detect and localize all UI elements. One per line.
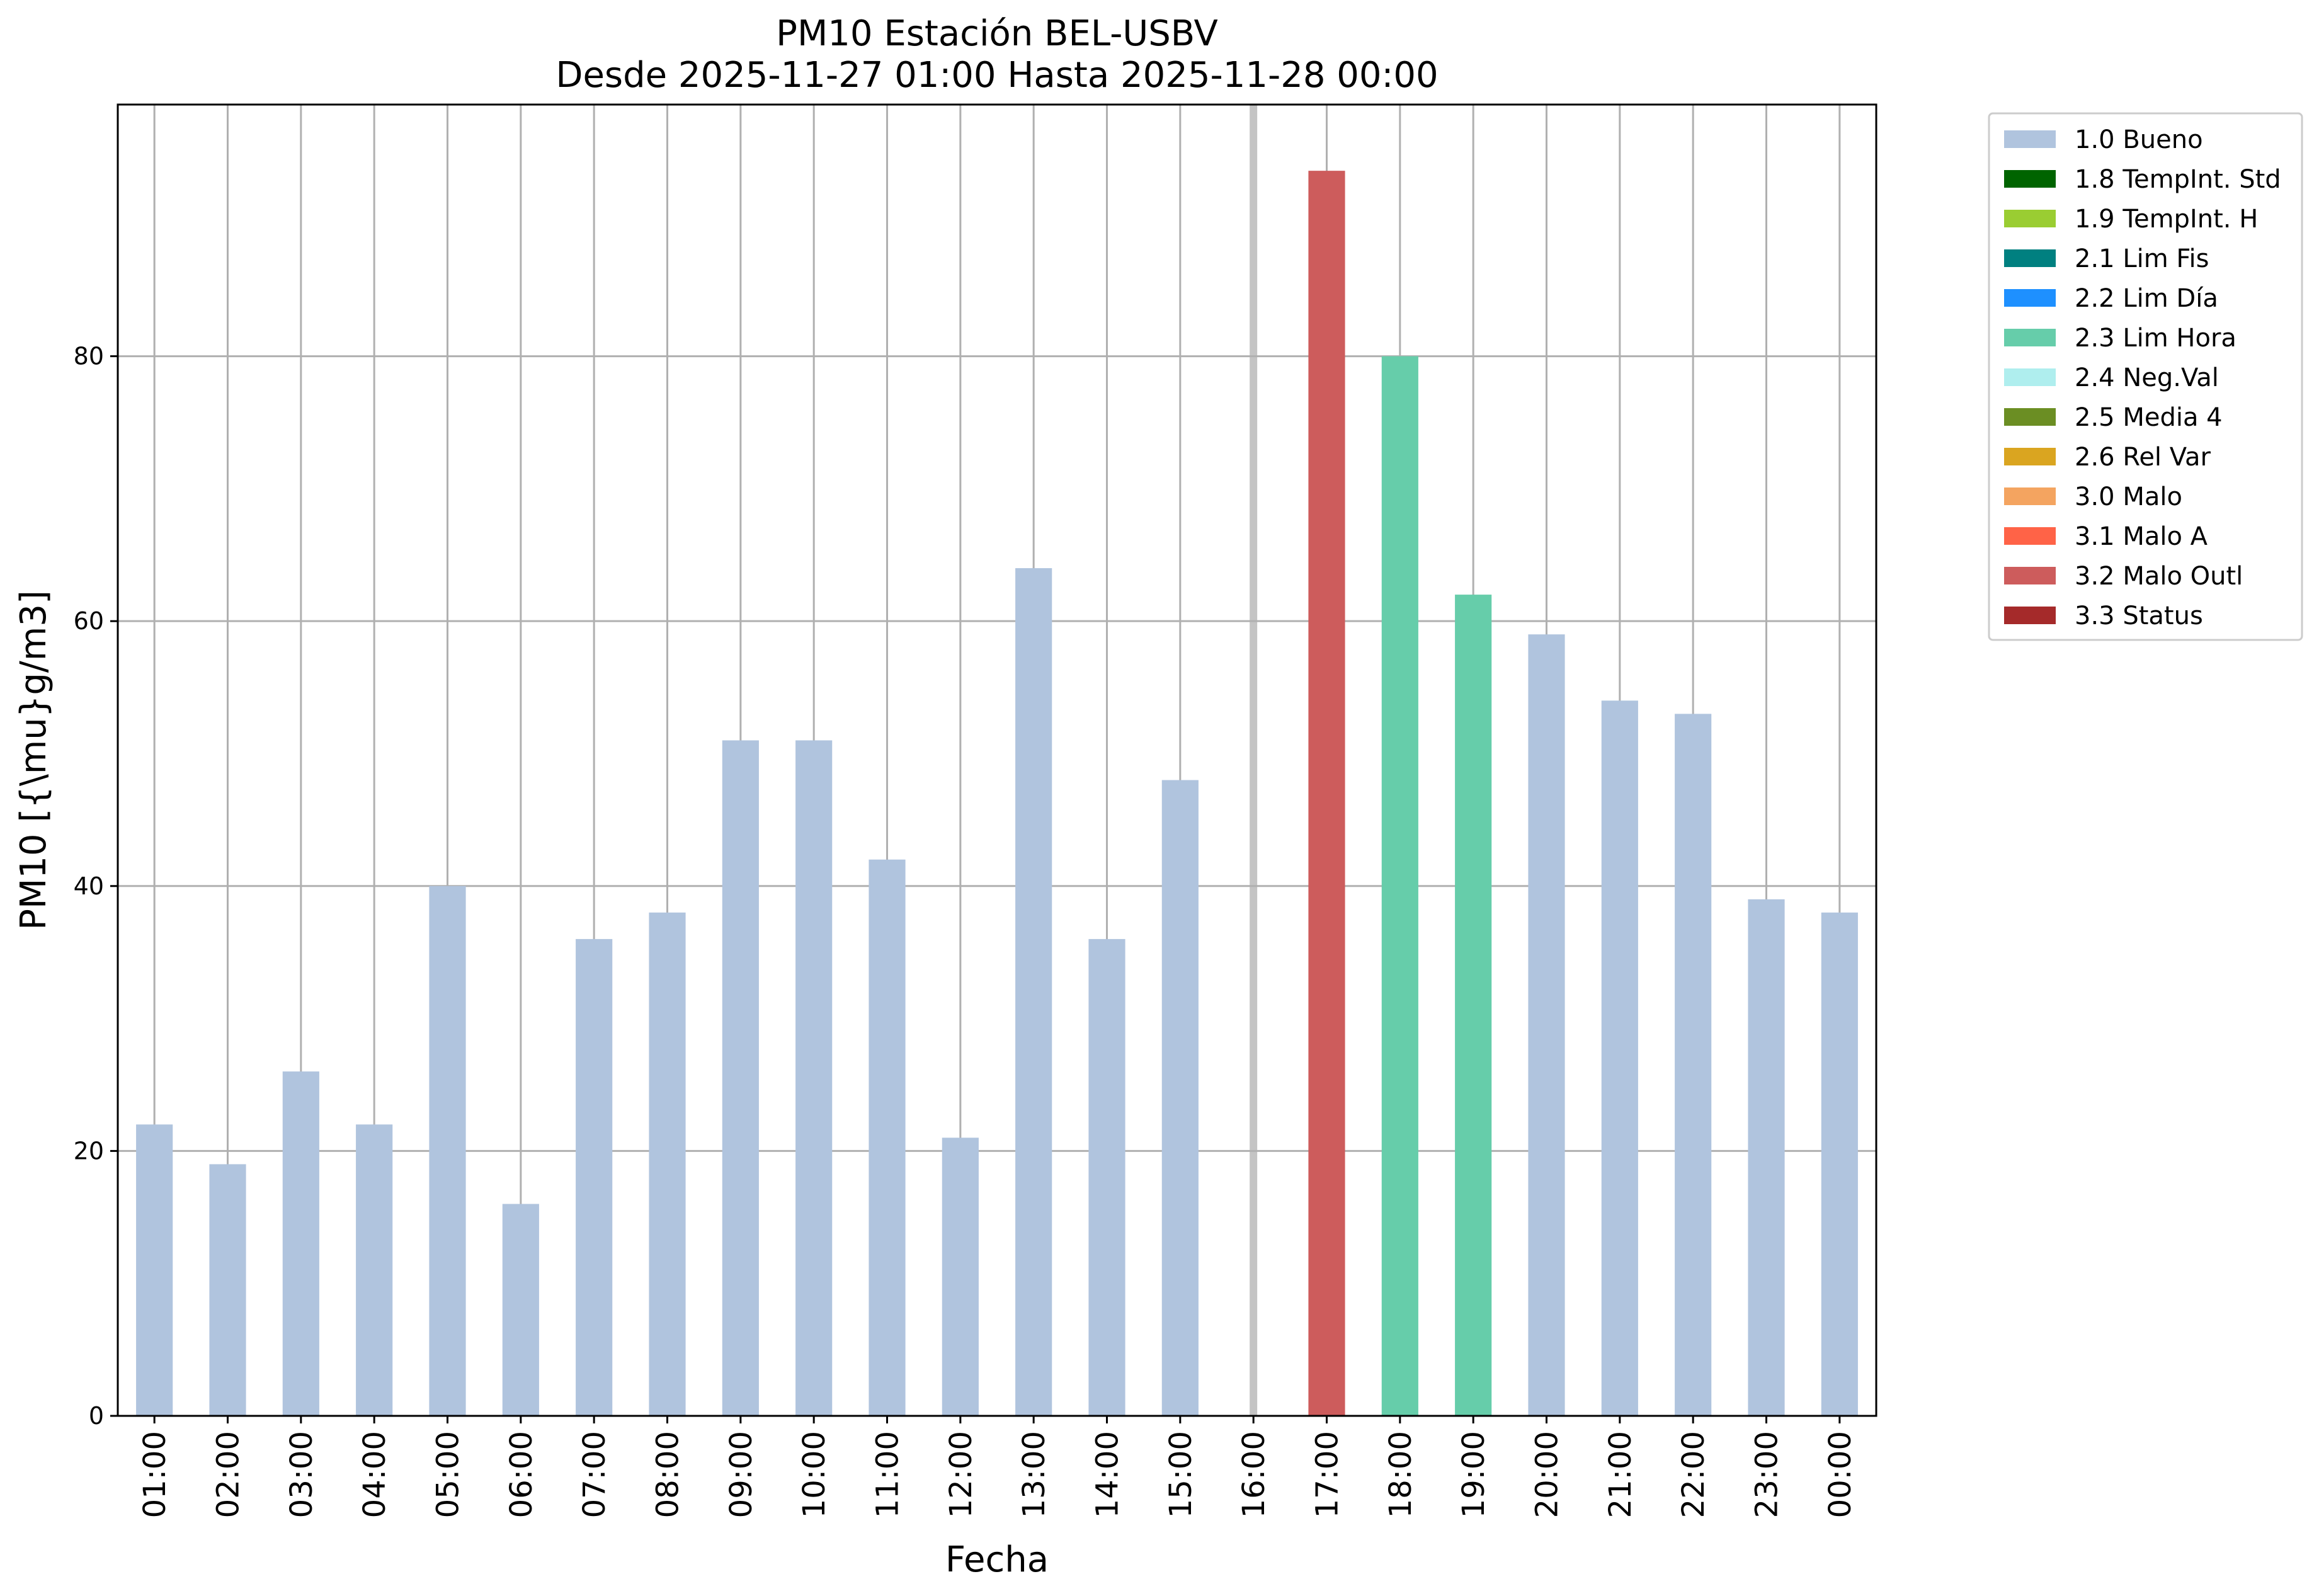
legend-swatch [2004,487,2056,505]
bar-02:00 [209,1164,246,1416]
y-tick-label: 0 [89,1402,104,1430]
bar-20:00 [1528,634,1565,1416]
x-tick-label: 10:00 [797,1431,832,1518]
x-tick-label: 15:00 [1163,1431,1199,1518]
x-tick-label: 01:00 [137,1431,173,1518]
legend-swatch [2004,567,2056,584]
bar-15:00 [1161,780,1199,1416]
bar-06:00 [502,1204,539,1416]
bar-00:00 [1821,912,1858,1416]
y-axis: 0 20 40 60 80 [74,343,118,1430]
x-tick-label: 03:00 [284,1431,319,1518]
legend-swatch [2004,289,2056,307]
legend-label: 2.6 Rel Var [2075,443,2211,472]
legend-swatch [2004,408,2056,426]
x-tick-label: 13:00 [1017,1431,1052,1518]
legend-swatch [2004,170,2056,188]
x-tick-label: 23:00 [1750,1431,1785,1518]
legend: 1.0 Bueno 1.8 TempInt. Std 1.9 TempInt. H 2… [1988,112,2303,641]
y-tick-label: 60 [74,607,104,635]
legend-box [1988,112,2303,641]
legend-label: 3.3 Status [2075,601,2203,630]
bar-07:00 [576,938,613,1416]
y-tick-label: 20 [74,1137,104,1165]
legend-label: 1.0 Bueno [2075,125,2203,154]
legend-swatch [2004,130,2056,148]
x-tick-label: 05:00 [431,1431,466,1518]
legend-swatch [2004,368,2056,386]
legend-label: 2.1 Lim Fis [2075,244,2209,273]
bar-04:00 [356,1124,393,1416]
legend-label: 3.1 Malo A [2075,522,2208,551]
bar-01:00 [136,1124,173,1416]
x-axis-label: Fecha [945,1539,1049,1580]
legend-label: 2.2 Lim Día [2075,284,2218,313]
x-tick-label: 04:00 [357,1431,392,1518]
legend-swatch [2004,607,2056,624]
y-tick-label: 80 [74,343,104,370]
bar-03:00 [282,1071,319,1416]
bar-09:00 [722,740,759,1416]
bar-13:00 [1015,568,1052,1416]
x-tick-label: 17:00 [1310,1431,1345,1518]
y-tick-label: 40 [74,872,104,900]
bar-17:00 [1308,171,1345,1416]
x-tick-label: 11:00 [870,1431,906,1518]
x-tick-label: 16:00 [1236,1431,1272,1518]
legend-label: 2.4 Neg.Val [2075,363,2219,392]
legend-label: 1.8 TempInt. Std [2075,165,2281,194]
bar-11:00 [869,859,906,1416]
bar-08:00 [649,912,686,1416]
legend-swatch [2004,527,2056,545]
x-tick-label: 21:00 [1603,1431,1638,1518]
bar-12:00 [942,1137,979,1416]
legend-label: 3.0 Malo [2075,482,2182,511]
bar-23:00 [1748,899,1785,1416]
legend-swatch [2004,329,2056,346]
legend-swatch [2004,210,2056,227]
bar-21:00 [1601,700,1638,1416]
x-tick-label: 06:00 [504,1431,539,1518]
legend-label: 2.3 Lim Hora [2075,324,2236,353]
chart-title: PM10 Estación BEL-USBV [776,13,1218,54]
x-tick-label: 09:00 [724,1431,759,1518]
x-tick-label: 12:00 [943,1431,979,1518]
legend-label: 2.5 Media 4 [2075,403,2223,432]
bar-18:00 [1381,356,1418,1416]
plot-frame [117,103,1877,1417]
bar-14:00 [1088,938,1125,1416]
x-tick-label: 00:00 [1823,1431,1858,1518]
bars [136,171,1858,1416]
bar-22:00 [1675,714,1712,1416]
bar-05:00 [429,886,466,1416]
bar-19:00 [1455,595,1492,1416]
legend-swatch [2004,249,2056,267]
legend-label: 1.9 TempInt. H [2075,205,2258,234]
x-axis: 01:00 02:00 03:00 04:00 05:00 06:00 07:00 08:00… [137,1416,1858,1518]
legend-label: 3.2 Malo Outl [2075,562,2243,591]
bar-10:00 [795,740,833,1416]
y-axis-label: PM10 [{\mu}g/m3] [13,590,54,930]
x-tick-label: 22:00 [1676,1431,1711,1518]
x-tick-label: 02:00 [211,1431,246,1518]
x-tick-label: 18:00 [1383,1431,1418,1518]
x-tick-label: 08:00 [651,1431,686,1518]
x-tick-label: 20:00 [1530,1431,1565,1518]
x-tick-label: 14:00 [1090,1431,1125,1518]
chart-subtitle: Desde 2025-11-27 01:00 Hasta 2025-11-28 … [556,55,1438,96]
legend-swatch [2004,448,2056,465]
x-tick-label: 07:00 [577,1431,612,1518]
x-tick-label: 19:00 [1456,1431,1491,1518]
